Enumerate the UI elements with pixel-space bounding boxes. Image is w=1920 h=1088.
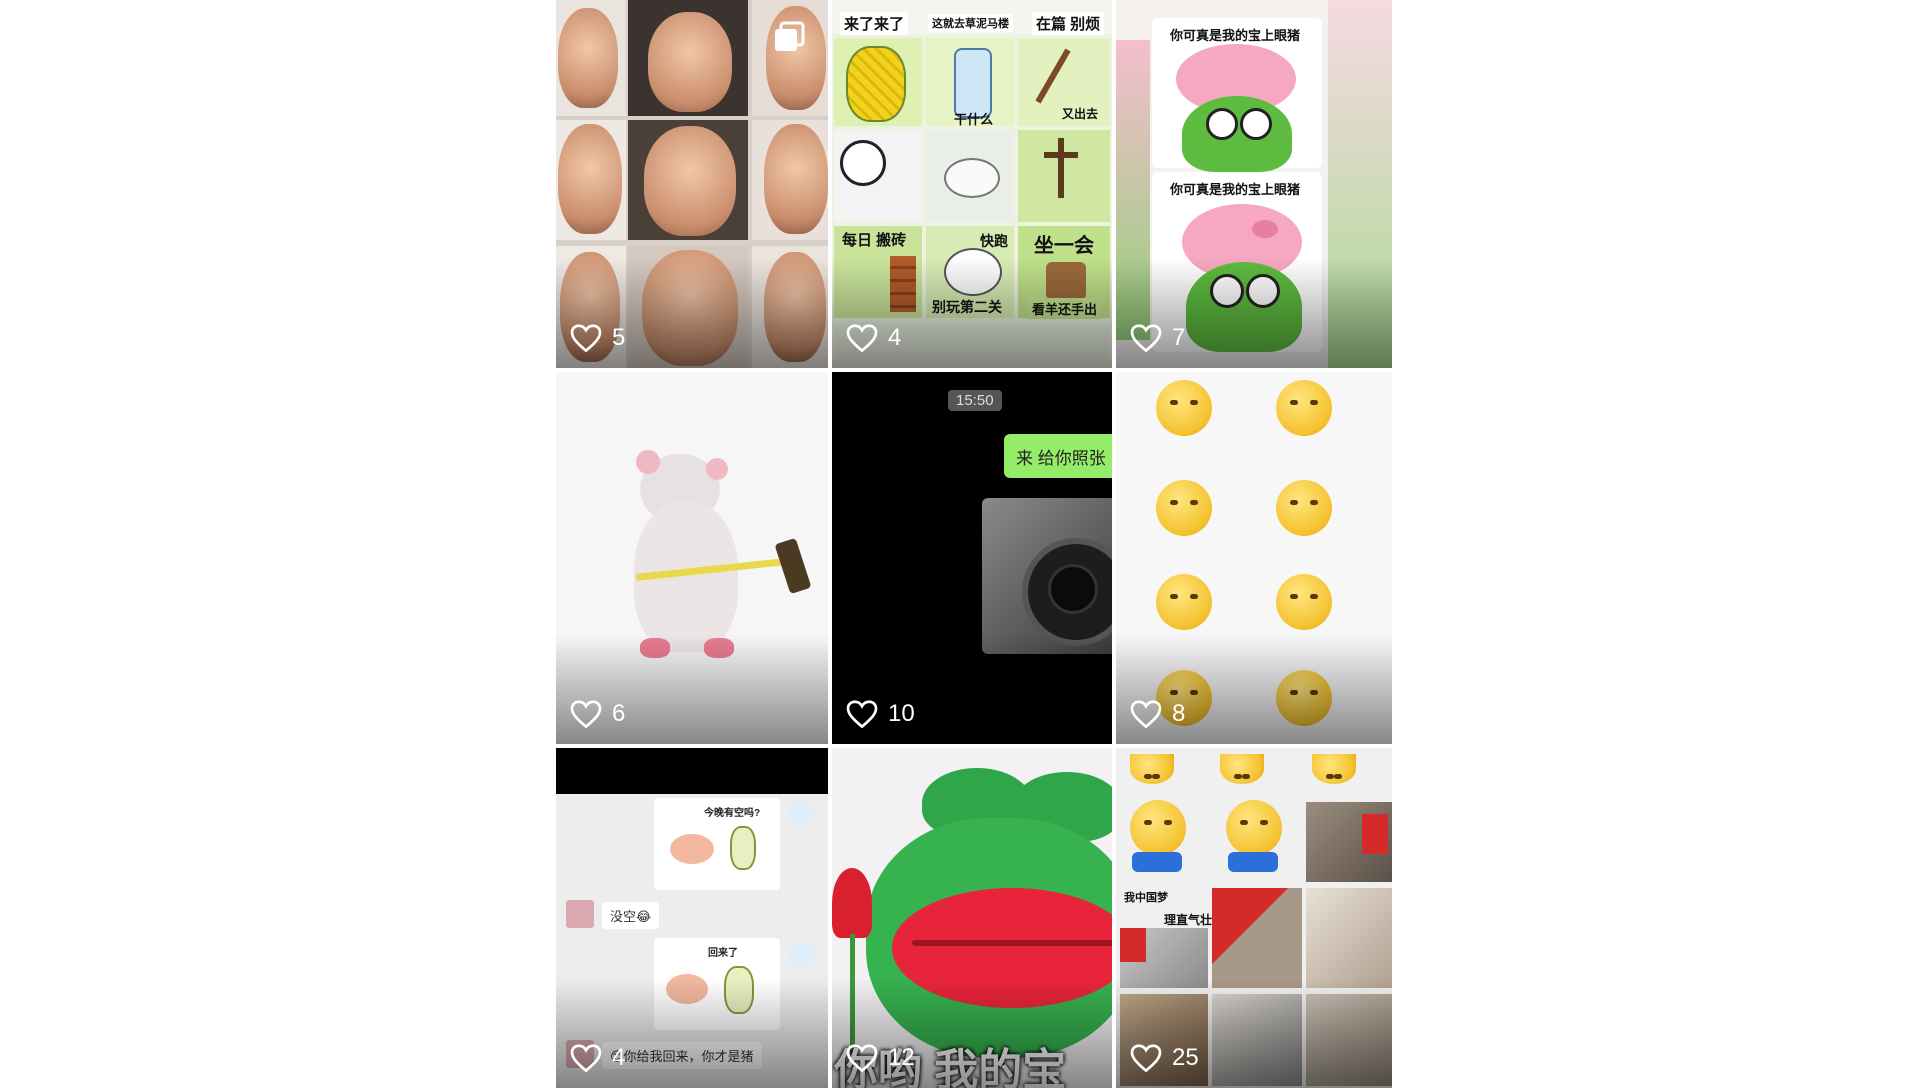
like-count-text: 4: [612, 1044, 626, 1071]
multi-image-icon: [775, 21, 805, 51]
like-count-text: 12: [888, 1044, 915, 1071]
faces-collage: [556, 0, 828, 368]
like-count: 8: [1130, 700, 1185, 728]
like-count-text: 10: [888, 700, 915, 727]
like-count: 25: [1130, 1044, 1199, 1072]
heart-outline-icon[interactable]: [570, 1044, 602, 1072]
like-count: 6: [570, 700, 625, 728]
frog-lips-image: 你哟 我的宝: [832, 748, 1112, 1088]
heart-outline-icon[interactable]: [1130, 1044, 1162, 1072]
like-count: 5: [570, 324, 625, 352]
like-count-text: 7: [1172, 324, 1186, 351]
like-count: 12: [846, 1044, 915, 1072]
post-tile-pig-frog[interactable]: 你可真是我的宝上眼猪 你可真是我的宝上眼猪 7: [1116, 0, 1392, 368]
heart-outline-icon[interactable]: [570, 324, 602, 352]
like-count: 4: [570, 1044, 625, 1072]
emoji-grid: [1116, 372, 1392, 744]
post-grid: 5 来了来了 这就去草泥马楼 在篇 别烦 干什么 又出去 每日 搬砖: [556, 0, 1392, 1088]
post-tile-chat-pigs[interactable]: 今晚有空吗? 没空😂 回来了 😊你给我回来，你才是猪 4: [556, 748, 828, 1088]
like-count: 7: [1130, 324, 1185, 352]
post-tile-chat-camera[interactable]: 15:50 来 给你照张 10: [832, 372, 1112, 744]
like-count-text: 4: [888, 324, 902, 351]
like-count: 10: [846, 700, 915, 728]
post-tile-mouse-broom[interactable]: 6: [556, 372, 828, 744]
post-tile-cats-collage[interactable]: 我中国梦 理直气壮 25: [1116, 748, 1392, 1088]
cats-collage: 我中国梦 理直气壮: [1116, 748, 1392, 1088]
chat-pigs-screenshot: 今晚有空吗? 没空😂 回来了 😊你给我回来，你才是猪: [556, 748, 828, 1088]
post-tile-frog-lips[interactable]: 你哟 我的宝 12: [832, 748, 1112, 1088]
like-count: 4: [846, 324, 901, 352]
like-count-text: 6: [612, 700, 626, 727]
pig-frog-collage: 你可真是我的宝上眼猪 你可真是我的宝上眼猪: [1116, 0, 1392, 368]
heart-outline-icon[interactable]: [1130, 324, 1162, 352]
like-count-text: 5: [612, 324, 626, 351]
heart-outline-icon[interactable]: [846, 324, 878, 352]
heart-outline-icon[interactable]: [570, 700, 602, 728]
chat-timestamp: 15:50: [948, 390, 1002, 411]
camera-photo: [982, 498, 1112, 654]
heart-outline-icon[interactable]: [846, 700, 878, 728]
chat-message-bubble: 来 给你照张: [1004, 434, 1112, 478]
like-count-text: 8: [1172, 700, 1186, 727]
mouse-broom-image: [556, 372, 828, 744]
chat-screenshot: 15:50 来 给你照张: [832, 372, 1112, 744]
heart-outline-icon[interactable]: [846, 1044, 878, 1072]
meme-collage: 来了来了 这就去草泥马楼 在篇 别烦 干什么 又出去 每日 搬砖 快跑: [832, 0, 1112, 368]
heart-outline-icon[interactable]: [1130, 700, 1162, 728]
post-tile-sheep-memes[interactable]: 来了来了 这就去草泥马楼 在篇 别烦 干什么 又出去 每日 搬砖 快跑: [832, 0, 1112, 368]
like-count-text: 25: [1172, 1044, 1199, 1071]
post-tile-faces[interactable]: 5: [556, 0, 828, 368]
post-tile-emoji[interactable]: 8: [1116, 372, 1392, 744]
